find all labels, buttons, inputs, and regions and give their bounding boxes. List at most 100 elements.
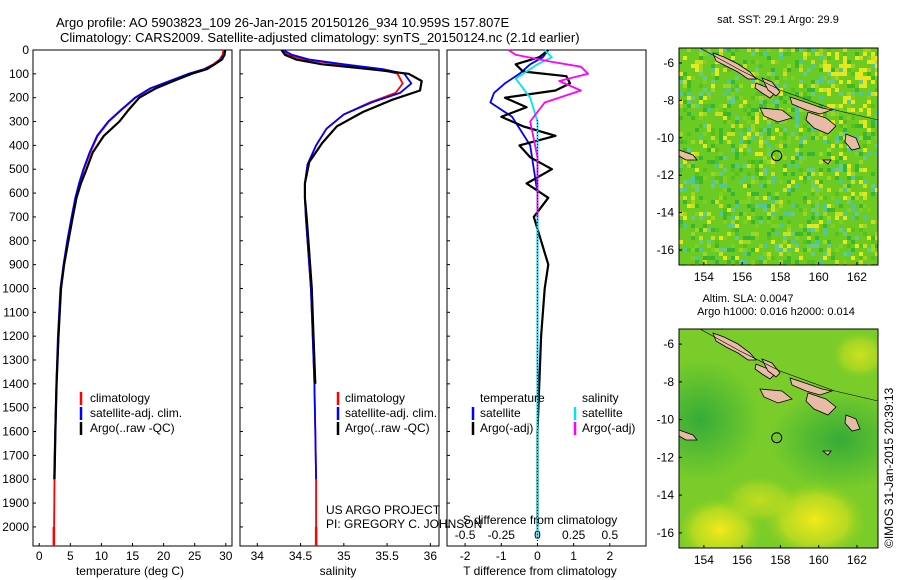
sst-pixel bbox=[843, 60, 847, 64]
sst-pixel bbox=[723, 176, 727, 180]
series-line-salinity-argo-adj- bbox=[508, 49, 589, 217]
sst-pixel bbox=[779, 88, 783, 92]
sst-pixel bbox=[823, 204, 827, 208]
sst-pixel bbox=[699, 140, 703, 144]
sst-pixel bbox=[723, 112, 727, 116]
sst-pixel bbox=[775, 200, 779, 204]
sst-pixel bbox=[771, 216, 775, 220]
sst-pixel bbox=[835, 192, 839, 196]
sst-pixel bbox=[727, 104, 731, 108]
sst-pixel bbox=[827, 64, 831, 68]
x-tick-label: 35.5 bbox=[375, 549, 399, 563]
sst-pixel bbox=[695, 152, 699, 156]
sst-pixel bbox=[811, 92, 815, 96]
series-line-climatology bbox=[52, 49, 225, 539]
sst-pixel bbox=[747, 120, 751, 124]
sst-pixel bbox=[843, 96, 847, 100]
sst-pixel bbox=[783, 52, 787, 56]
sst-pixel bbox=[691, 160, 695, 164]
sst-pixel bbox=[735, 88, 739, 92]
sst-pixel bbox=[699, 176, 703, 180]
sst-pixel bbox=[775, 224, 779, 228]
sst-pixel bbox=[703, 144, 707, 148]
sst-pixel bbox=[699, 60, 703, 64]
sst-pixel bbox=[787, 224, 791, 228]
sst-pixel bbox=[687, 84, 691, 88]
contour-line bbox=[699, 329, 878, 402]
sst-pixel bbox=[767, 76, 771, 80]
sst-pixel bbox=[803, 228, 807, 232]
sst-pixel bbox=[803, 116, 807, 120]
sst-pixel bbox=[759, 184, 763, 188]
sst-pixel bbox=[843, 212, 847, 216]
sst-pixel bbox=[851, 64, 855, 68]
sst-pixel bbox=[707, 148, 711, 152]
sst-pixel bbox=[695, 180, 699, 184]
island bbox=[821, 159, 832, 165]
sst-pixel bbox=[723, 216, 727, 220]
sst-pixel bbox=[755, 72, 759, 76]
sst-pixel bbox=[703, 132, 707, 136]
map-y-tick-label: -12 bbox=[657, 450, 675, 464]
sst-pixel bbox=[759, 164, 763, 168]
island-png bbox=[679, 429, 698, 441]
axis-ticks: 0100200300400500600700800900100011001200… bbox=[2, 43, 618, 563]
sst-pixel bbox=[751, 52, 755, 56]
sst-pixel bbox=[803, 192, 807, 196]
sst-pixel bbox=[823, 88, 827, 92]
sst-pixel bbox=[755, 204, 759, 208]
sst-pixel bbox=[779, 224, 783, 228]
sst-pixel bbox=[759, 216, 763, 220]
sst-pixel bbox=[771, 212, 775, 216]
sst-pixel bbox=[871, 120, 875, 124]
sla-high-anomaly bbox=[830, 330, 878, 380]
sst-pixel bbox=[787, 200, 791, 204]
sst-pixel bbox=[727, 232, 731, 236]
y-tick-label: 500 bbox=[9, 162, 29, 176]
sst-pixel bbox=[703, 200, 707, 204]
sst-pixel bbox=[855, 244, 859, 248]
sst-pixel bbox=[859, 136, 863, 140]
sst-pixel bbox=[683, 188, 687, 192]
sst-pixel bbox=[863, 156, 867, 160]
sst-pixel bbox=[791, 180, 795, 184]
sst-pixel bbox=[695, 104, 699, 108]
sla-high-anomaly bbox=[720, 475, 800, 525]
sst-pixel bbox=[751, 248, 755, 252]
sst-pixel bbox=[727, 68, 731, 72]
sst-pixel bbox=[743, 108, 747, 112]
sst-pixel bbox=[683, 180, 687, 184]
sst-pixel bbox=[711, 236, 715, 240]
map-x-tick-label: 162 bbox=[847, 553, 867, 567]
series-line-temperature-argo-adj- bbox=[500, 49, 572, 527]
sst-pixel bbox=[775, 192, 779, 196]
sst-pixel bbox=[679, 132, 683, 136]
sst-pixel bbox=[735, 260, 739, 264]
sst-pixel bbox=[831, 208, 835, 212]
sst-pixel bbox=[755, 116, 759, 120]
sst-pixel bbox=[863, 144, 867, 148]
sst-pixel bbox=[755, 112, 759, 116]
sst-pixel bbox=[679, 220, 683, 224]
map-x-tick-label: 156 bbox=[732, 270, 752, 284]
sst-pixel bbox=[827, 248, 831, 252]
sst-pixel bbox=[703, 256, 707, 260]
sst-pixel bbox=[703, 80, 707, 84]
sst-pixel bbox=[795, 48, 799, 52]
y-tick-label: 200 bbox=[9, 91, 29, 105]
sst-pixel bbox=[731, 208, 735, 212]
sst-pixel bbox=[847, 164, 851, 168]
sst-pixel bbox=[815, 52, 819, 56]
sst-pixel bbox=[755, 132, 759, 136]
sst-pixel bbox=[731, 88, 735, 92]
sst-pixel bbox=[747, 136, 751, 140]
sst-pixel bbox=[787, 188, 791, 192]
sst-pixel bbox=[819, 132, 823, 136]
sst-pixel bbox=[687, 204, 691, 208]
x-tick-label: 0 bbox=[534, 549, 541, 563]
sst-pixel bbox=[811, 208, 815, 212]
sst-pixel bbox=[763, 128, 767, 132]
sst-pixel bbox=[835, 52, 839, 56]
sst-pixel bbox=[723, 220, 727, 224]
sst-pixel bbox=[855, 236, 859, 240]
